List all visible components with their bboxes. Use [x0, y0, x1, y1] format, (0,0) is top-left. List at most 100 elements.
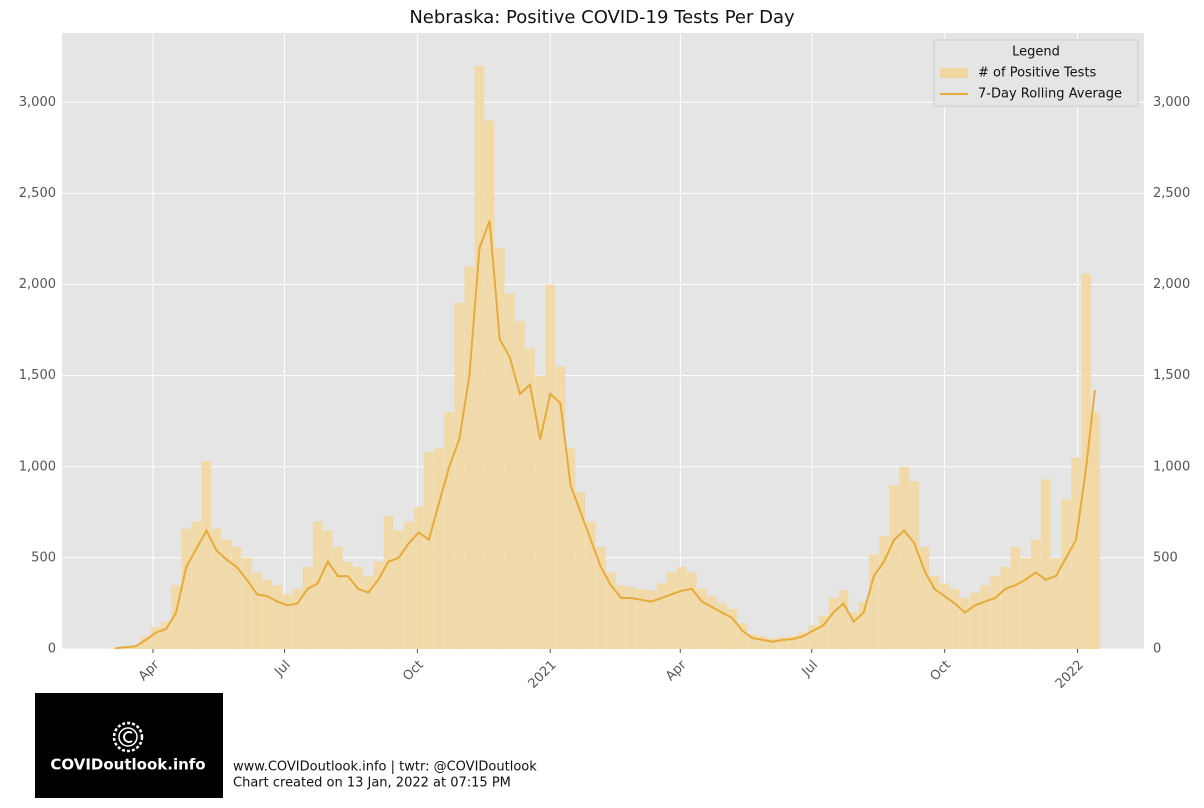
- bar: [747, 634, 758, 649]
- y2-tick-label: 2,500: [1153, 186, 1190, 201]
- y-tick-label: 2,500: [19, 186, 56, 201]
- bar: [858, 601, 869, 649]
- bar: [737, 623, 748, 649]
- bar: [1030, 539, 1041, 649]
- bar: [808, 625, 818, 649]
- x-tick-label: Apr: [663, 657, 690, 684]
- legend-patch: [940, 68, 968, 78]
- bar: [939, 583, 950, 649]
- line: [115, 220, 1096, 650]
- bar: [292, 588, 303, 649]
- bar: [211, 528, 222, 649]
- bar: [1040, 479, 1051, 649]
- logo-text: COVIDoutlook.info: [50, 756, 205, 774]
- bar: [575, 492, 586, 649]
- bar: [717, 603, 727, 649]
- y2-tick-label: 2,000: [1153, 277, 1190, 292]
- bar: [970, 592, 980, 649]
- bar: [1051, 557, 1061, 649]
- bar: [161, 621, 171, 649]
- bar: [151, 627, 161, 649]
- bar: [140, 636, 151, 649]
- y-tick-label: 3,000: [19, 95, 56, 110]
- x-tick-label: Oct: [400, 658, 427, 685]
- y-tick-label: 500: [31, 550, 56, 565]
- bar: [191, 521, 202, 649]
- x-tick-label: 2022: [1053, 658, 1087, 692]
- bar: [242, 557, 252, 649]
- logo-icon: [118, 727, 138, 747]
- bar: [626, 587, 636, 649]
- x-tick-label: Apr: [136, 657, 163, 684]
- x-tick-label: 2021: [526, 658, 560, 692]
- x-tick-label: Jul: [271, 658, 293, 680]
- bar: [990, 576, 1001, 649]
- bar: [464, 266, 475, 649]
- bar: [403, 521, 414, 649]
- legend-box: [933, 39, 1139, 107]
- bar: [272, 585, 283, 649]
- bar: [1020, 557, 1031, 649]
- bar: [727, 608, 738, 649]
- footer-text: Chart created on 13 Jan, 2022 at 07:15 P…: [233, 776, 511, 791]
- bar: [676, 566, 687, 649]
- bar: [646, 590, 657, 649]
- bar: [899, 466, 910, 649]
- bar: [525, 348, 535, 649]
- bar: [687, 572, 697, 649]
- bar: [393, 530, 404, 649]
- bar: [838, 590, 849, 649]
- logo-icon: [123, 731, 133, 743]
- x-tick-label: Oct: [927, 658, 954, 685]
- y2-tick-label: 500: [1153, 550, 1178, 565]
- bar: [616, 585, 626, 649]
- bar: [474, 65, 485, 649]
- bar: [929, 576, 940, 649]
- bar: [434, 448, 444, 649]
- bar: [889, 484, 899, 649]
- y2-tick-label: 0: [1153, 642, 1161, 657]
- bar: [1010, 546, 1021, 649]
- bar: [778, 637, 788, 649]
- bar: [414, 506, 424, 649]
- legend-label: # of Positive Tests: [978, 66, 1097, 81]
- bar: [585, 521, 596, 649]
- bar: [909, 481, 920, 649]
- bar: [848, 612, 859, 649]
- y2-tick-label: 1,500: [1153, 368, 1190, 383]
- footer-text: www.COVIDoutlook.info | twtr: @COVIDoutl…: [233, 760, 537, 775]
- bar: [949, 588, 960, 649]
- bar: [879, 536, 889, 649]
- bar: [181, 528, 192, 649]
- logo-icon: [112, 721, 144, 753]
- bar: [960, 597, 970, 649]
- bar: [262, 579, 272, 649]
- bar: [201, 461, 212, 649]
- bar: [494, 248, 505, 649]
- bar: [484, 120, 495, 649]
- bar: [171, 585, 181, 649]
- plot-area: [62, 33, 1144, 649]
- bar: [454, 302, 465, 649]
- bar: [373, 561, 384, 649]
- bar: [869, 554, 879, 649]
- bar: [545, 284, 556, 649]
- bar: [252, 572, 262, 649]
- bar: [707, 596, 717, 649]
- bar: [596, 546, 606, 649]
- bar: [282, 594, 293, 649]
- bar: [636, 588, 647, 649]
- bar: [555, 366, 566, 649]
- bar: [798, 632, 808, 649]
- y2-tick-label: 3,000: [1153, 95, 1190, 110]
- y-tick-label: 0: [48, 642, 56, 657]
- bar: [333, 546, 343, 649]
- bar: [505, 293, 515, 649]
- bar: [363, 576, 374, 649]
- bar: [444, 412, 454, 649]
- bar: [424, 452, 434, 649]
- bar: [383, 515, 394, 649]
- y2-tick-label: 1,000: [1153, 459, 1190, 474]
- bar: [767, 638, 778, 649]
